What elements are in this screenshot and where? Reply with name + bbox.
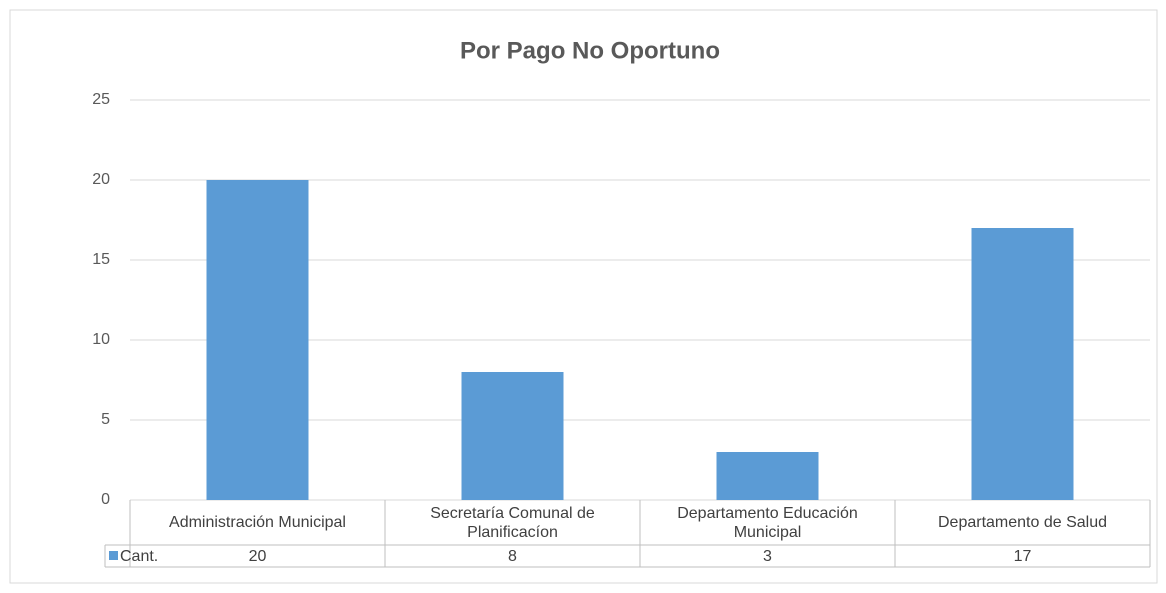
category-cell: Administración Municipal xyxy=(169,514,346,531)
table-value: 8 xyxy=(508,548,517,565)
y-tick-label: 25 xyxy=(92,91,110,108)
category-cell: Departamento Educación Municipal xyxy=(677,504,858,541)
y-tick-label: 20 xyxy=(92,171,110,188)
bar xyxy=(716,452,819,500)
table-value: 17 xyxy=(1014,548,1032,565)
table-value: 20 xyxy=(249,548,267,565)
y-tick-label: 5 xyxy=(101,411,110,428)
x-tick-label: Departamento Educación Municipal xyxy=(677,504,858,541)
y-tick-label: 10 xyxy=(92,331,110,348)
bar xyxy=(971,228,1074,500)
x-tick-label: Secretaría Comunal de Planificacíon xyxy=(430,504,595,541)
x-tick-label: Departamento de Salud xyxy=(938,514,1107,531)
legend-label: Cant. xyxy=(120,548,158,565)
chart-border xyxy=(9,9,1158,584)
bar xyxy=(206,180,309,500)
bar xyxy=(461,372,564,500)
y-tick-label: 15 xyxy=(92,251,110,268)
table-value: 3 xyxy=(763,548,772,565)
chart-title: Por Pago No Oportuno xyxy=(460,37,720,64)
category-cell: Departamento de Salud xyxy=(938,514,1107,531)
category-cell: Secretaría Comunal de Planificacíon xyxy=(430,504,595,541)
y-tick-label: 0 xyxy=(101,491,110,508)
x-tick-label: Administración Municipal xyxy=(169,514,346,531)
legend-swatch xyxy=(109,551,118,560)
